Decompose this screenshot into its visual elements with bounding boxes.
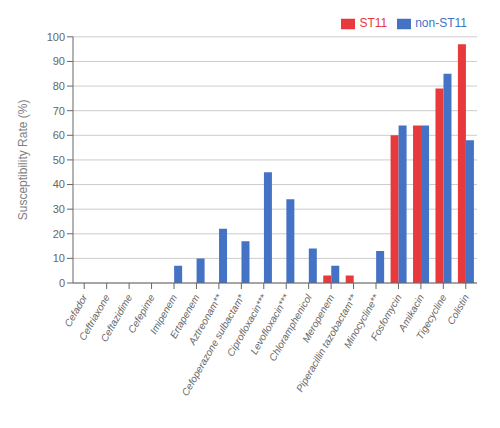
html-text:ST11: ST11 <box>359 16 388 30</box>
svg-text:Ceftriaxone: Ceftriaxone <box>76 292 112 343</box>
svg-text:80: 80 <box>53 80 65 92</box>
svg-text:30: 30 <box>53 203 65 215</box>
svg-text:Cefoperazone sulbactam*: Cefoperazone sulbactam* <box>179 292 247 398</box>
svg-text:Tigecycline: Tigecycline <box>414 292 449 341</box>
svg-text:Amikacin: Amikacin <box>396 292 427 334</box>
svg-text:Aztreonam**: Aztreonam** <box>186 292 225 347</box>
svg-text:90: 90 <box>53 55 65 67</box>
svg-text:60: 60 <box>53 129 65 141</box>
svg-text:Imipenem: Imipenem <box>147 292 180 336</box>
svg-text:Chloramphenicol: Chloramphenicol <box>266 292 314 363</box>
svg-text:Fosfomycin: Fosfomycin <box>369 292 404 342</box>
svg-text:100: 100 <box>47 31 65 43</box>
svg-text:Susceptibility Rate (%): Susceptibility Rate (%) <box>16 100 30 221</box>
svg-text:Cefepime: Cefepime <box>125 292 157 336</box>
svg-text:Cefador: Cefador <box>62 292 90 329</box>
svg-text:Meropenem: Meropenem <box>300 292 337 345</box>
svg-text:70: 70 <box>53 105 65 117</box>
html-text:non-ST11: non-ST11 <box>415 16 467 30</box>
svg-text:50: 50 <box>53 154 65 166</box>
svg-text:40: 40 <box>53 178 65 190</box>
svg-text:Minocycline**: Minocycline** <box>341 292 382 350</box>
svg-text:Ertapenem: Ertapenem <box>167 292 202 341</box>
svg-text:Piperacillin tazobactam**: Piperacillin tazobactam** <box>293 292 359 394</box>
svg-text:10: 10 <box>53 252 65 264</box>
svg-text:Levofloxacin***: Levofloxacin*** <box>248 292 292 357</box>
svg-text:0: 0 <box>59 277 65 289</box>
svg-text:Ceftazidime: Ceftazidime <box>98 292 134 344</box>
svg-text:Colistin: Colistin <box>445 292 471 326</box>
svg-text:Ciprofloxacin***: Ciprofloxacin*** <box>224 292 269 359</box>
svg-text:20: 20 <box>53 228 65 240</box>
